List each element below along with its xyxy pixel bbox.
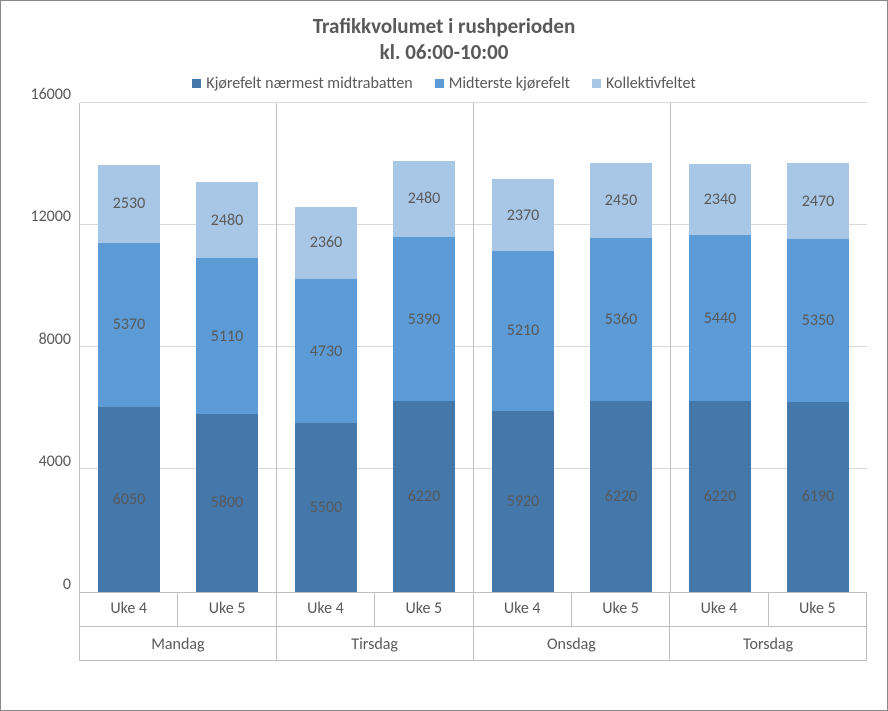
bar-segment: 6220 <box>393 401 456 591</box>
bar-groups: 2530537060502480511058002360473055002480… <box>80 103 867 592</box>
stacked-bar: 234054406220 <box>689 164 752 592</box>
bar-segment: 5390 <box>393 237 456 402</box>
bar-segment: 6220 <box>689 401 752 591</box>
bar-segment: 2340 <box>689 164 752 236</box>
bar-slot: 234054406220 <box>671 103 769 592</box>
bar-slot: 248051105800 <box>178 103 276 592</box>
y-axis: 16000 12000 8000 4000 0 <box>21 103 79 593</box>
x-day-label: Torsdag <box>670 627 866 660</box>
x-axis-weeks: Uke 4Uke 5MandagUke 4Uke 5TirsdagUke 4Uk… <box>79 593 867 661</box>
bar-segment: 5440 <box>689 235 752 401</box>
title-line-1: Trafikkvolumet i rushperioden <box>21 13 867 39</box>
x-day-cell: Uke 4Uke 5Tirsdag <box>277 593 474 660</box>
x-day-cell: Uke 4Uke 5Torsdag <box>670 593 866 660</box>
x-week-label: Uke 5 <box>178 593 275 626</box>
bar-segment: 2470 <box>787 163 850 238</box>
stacked-bar: 236047305500 <box>295 207 358 592</box>
x-day-label: Onsdag <box>474 627 670 660</box>
legend-item-1: Kjørefelt nærmest midtrabatten <box>192 74 412 93</box>
bar-slot: 237052105920 <box>474 103 572 592</box>
bar-slot: 253053706050 <box>80 103 178 592</box>
plot-area: 16000 12000 8000 4000 0 253053706050 2480… <box>21 103 867 593</box>
legend-item-2: Midterste kjørefelt <box>435 74 570 93</box>
day-group: 237052105920 245053606220 <box>474 103 671 592</box>
legend-swatch-1 <box>192 79 201 88</box>
bar-slot: 247053506190 <box>769 103 867 592</box>
bar-segment: 5920 <box>492 411 555 592</box>
stacked-bar: 248051105800 <box>196 182 259 591</box>
bar-segment: 5350 <box>787 239 850 403</box>
day-group: 236047305500 248053906220 <box>277 103 474 592</box>
x-day-cell: Uke 4Uke 5Mandag <box>80 593 277 660</box>
bar-segment: 4730 <box>295 279 358 424</box>
title-line-2: kl. 06:00-10:00 <box>21 39 867 65</box>
bar-segment: 5500 <box>295 423 358 591</box>
x-week-label: Uke 5 <box>572 593 669 626</box>
legend-swatch-2 <box>435 79 444 88</box>
x-day-cell: Uke 4Uke 5Onsdag <box>474 593 671 660</box>
legend-swatch-3 <box>592 79 601 88</box>
bar-segment: 2480 <box>393 161 456 237</box>
x-week-label: Uke 5 <box>375 593 472 626</box>
x-week-label: Uke 5 <box>769 593 866 626</box>
stacked-bar: 237052105920 <box>492 179 555 592</box>
x-week-label: Uke 4 <box>670 593 768 626</box>
legend-item-3: Kollektivfeltet <box>592 74 696 93</box>
x-day-label: Tirsdag <box>277 627 473 660</box>
legend-label-2: Midterste kjørefelt <box>449 74 570 93</box>
stacked-bar: 253053706050 <box>98 165 161 591</box>
bar-segment: 5370 <box>98 243 161 407</box>
stacked-bar: 245053606220 <box>590 163 653 592</box>
bar-segment: 5210 <box>492 251 555 410</box>
legend-label-3: Kollektivfeltet <box>606 74 696 93</box>
bar-segment: 5360 <box>590 238 653 402</box>
x-week-label: Uke 4 <box>80 593 178 626</box>
x-week-label: Uke 4 <box>474 593 572 626</box>
bar-slot: 245053606220 <box>572 103 670 592</box>
legend: Kjørefelt nærmest midtrabatten Midterste… <box>21 74 867 93</box>
bar-segment: 6190 <box>787 402 850 591</box>
bar-slot: 248053906220 <box>375 103 473 592</box>
legend-label-1: Kjørefelt nærmest midtrabatten <box>206 74 412 93</box>
chart-container: Trafikkvolumet i rushperioden kl. 06:00-… <box>0 0 888 711</box>
bar-segment: 6220 <box>590 401 653 591</box>
bar-segment: 2450 <box>590 163 653 238</box>
day-group: 253053706050 248051105800 <box>80 103 277 592</box>
chart-title: Trafikkvolumet i rushperioden kl. 06:00-… <box>21 13 867 66</box>
bar-segment: 2370 <box>492 179 555 251</box>
stacked-bar: 247053506190 <box>787 163 850 591</box>
bar-segment: 2360 <box>295 207 358 279</box>
bar-segment: 2530 <box>98 165 161 242</box>
x-week-label: Uke 4 <box>277 593 375 626</box>
bar-segment: 5110 <box>196 258 259 414</box>
stacked-bar: 248053906220 <box>393 161 456 592</box>
bar-slot: 236047305500 <box>277 103 375 592</box>
bar-segment: 6050 <box>98 407 161 592</box>
bar-segment: 5800 <box>196 414 259 591</box>
bar-segment: 2480 <box>196 182 259 258</box>
plot: 2530537060502480511058002360473055002480… <box>79 103 867 593</box>
x-day-label: Mandag <box>80 627 276 660</box>
day-group: 234054406220 247053506190 <box>671 103 867 592</box>
